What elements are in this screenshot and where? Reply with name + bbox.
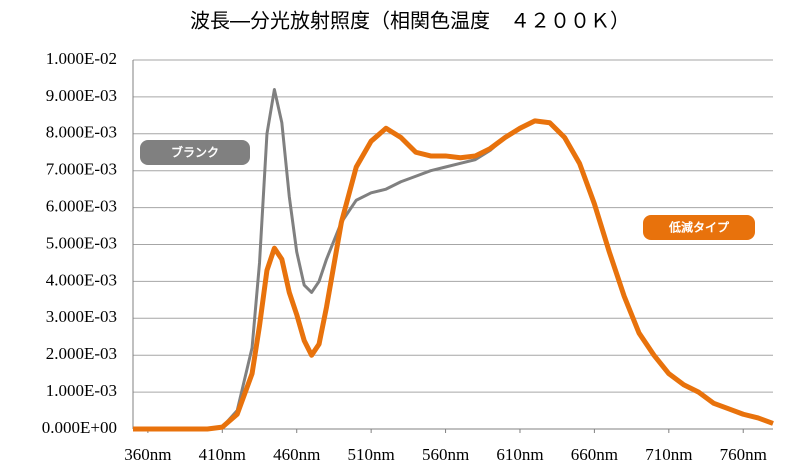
chart-title: 波長―分光放射照度（相関色温度 ４２００Ｋ） [190,9,630,33]
x-tick-label: 560nm [422,445,469,464]
y-tick-label: 4.000E-03 [46,270,117,289]
legend-label: ブランク [171,145,219,160]
y-tick-label: 1.000E-03 [46,381,117,400]
x-tick-label: 510nm [348,445,395,464]
y-tick-label: 0.000E+00 [42,418,117,437]
y-tick-label: 7.000E-03 [46,160,117,179]
x-tick-label: 710nm [645,445,692,464]
x-tick-label: 360nm [124,445,171,464]
legend-box [643,215,755,240]
x-tick-label: 760nm [720,445,767,464]
y-tick-label: 1.000E-02 [46,49,117,68]
y-tick-label: 5.000E-03 [46,233,117,252]
y-tick-label: 6.000E-03 [46,197,117,216]
x-tick-label: 460nm [273,445,320,464]
series-line [133,118,774,432]
x-tick-label: 410nm [199,445,246,464]
x-tick-label: 660nm [571,445,618,464]
x-tick-label: 610nm [496,445,543,464]
legend-label: 低減タイプ [668,220,730,235]
y-tick-label: 3.000E-03 [46,307,117,326]
y-tick-label: 2.000E-03 [46,344,117,363]
legend-box [140,140,250,165]
y-tick-label: 9.000E-03 [46,86,117,105]
y-tick-label: 8.000E-03 [46,123,117,142]
